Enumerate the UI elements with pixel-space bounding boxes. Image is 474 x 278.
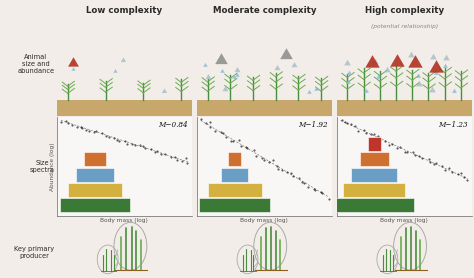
- Bar: [208, 183, 262, 197]
- Text: M−0.84: M−0.84: [158, 121, 188, 129]
- Bar: [200, 198, 270, 212]
- Text: M−1.23: M−1.23: [438, 121, 467, 129]
- Text: (potential relationship): (potential relationship): [371, 24, 438, 29]
- Text: Size
spectra: Size spectra: [29, 160, 55, 173]
- Text: M−1.92: M−1.92: [298, 121, 328, 129]
- Bar: [351, 168, 397, 182]
- Bar: [57, 100, 192, 116]
- Bar: [197, 100, 332, 116]
- Bar: [84, 153, 106, 166]
- Bar: [60, 198, 130, 212]
- Bar: [76, 168, 114, 182]
- Bar: [359, 153, 389, 166]
- Text: High complexity: High complexity: [365, 6, 444, 15]
- Bar: [228, 153, 241, 166]
- Bar: [221, 168, 248, 182]
- Bar: [337, 100, 472, 116]
- Bar: [68, 183, 122, 197]
- Bar: [368, 137, 381, 151]
- X-axis label: Body mass (log): Body mass (log): [100, 218, 148, 223]
- Text: Low complexity: Low complexity: [86, 6, 163, 15]
- Bar: [343, 183, 405, 197]
- Text: Key primary
producer: Key primary producer: [14, 247, 55, 259]
- Bar: [335, 198, 413, 212]
- Text: Animal
size and
abundance: Animal size and abundance: [18, 54, 55, 74]
- X-axis label: Body mass (log): Body mass (log): [240, 218, 288, 223]
- Y-axis label: Abundance (log): Abundance (log): [50, 143, 55, 191]
- X-axis label: Body mass (log): Body mass (log): [380, 218, 428, 223]
- Text: Moderate complexity: Moderate complexity: [212, 6, 316, 15]
